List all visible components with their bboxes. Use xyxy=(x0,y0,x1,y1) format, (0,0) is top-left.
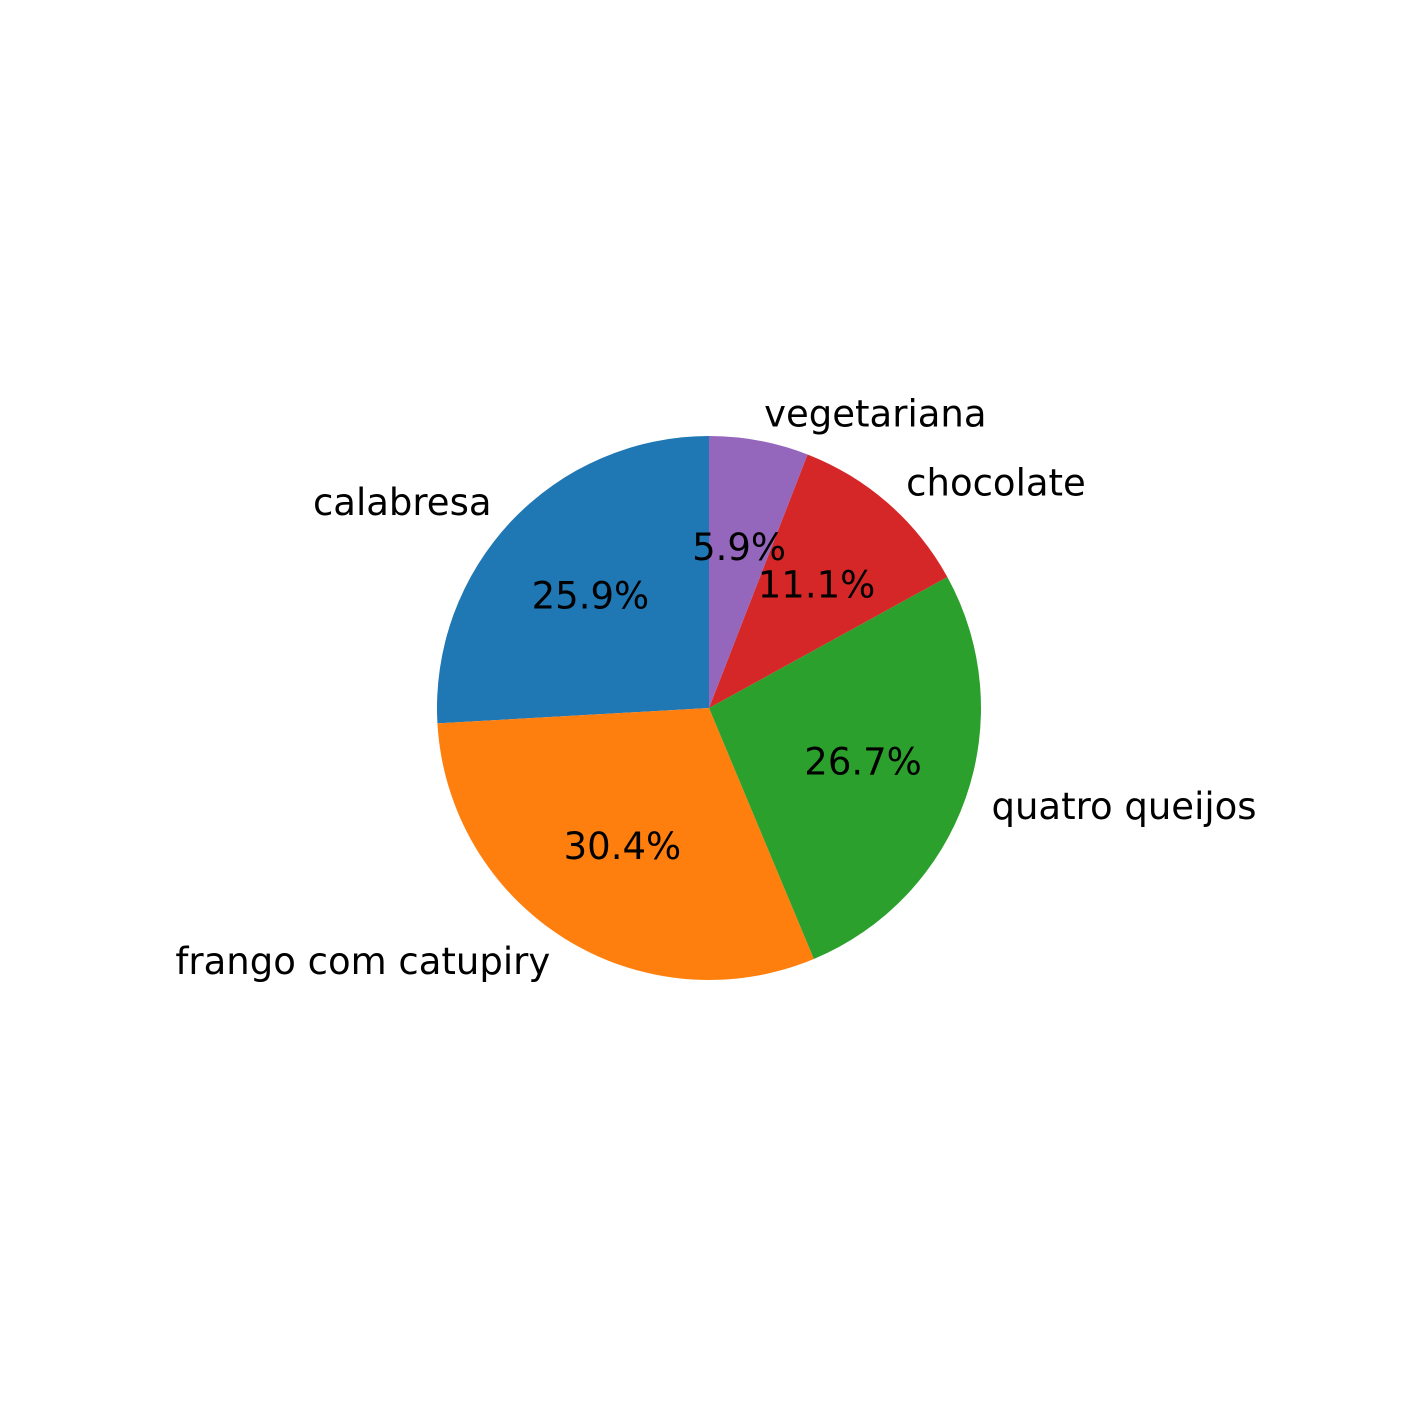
pie-slice-frango-com-catupiry xyxy=(437,708,814,980)
pie-slice-quatro-queijos xyxy=(709,576,981,959)
slice-label: quatro queijos xyxy=(991,785,1256,828)
slice-percent-label: 26.7% xyxy=(804,740,922,783)
slice-label: chocolate xyxy=(906,461,1086,504)
slice-percent-label: 5.9% xyxy=(692,526,786,569)
slices-layer xyxy=(437,436,981,980)
pie-slice-vegetariana xyxy=(709,436,808,708)
pie-slice-calabresa xyxy=(437,436,709,724)
slice-percent-label: 11.1% xyxy=(758,564,876,607)
slice-label: calabresa xyxy=(313,481,492,524)
slice-label: vegetariana xyxy=(764,392,986,435)
labels-layer: calabresa 25.9% frango com catupiry 30.4% qu… xyxy=(175,392,1256,983)
pie-slice-chocolate xyxy=(709,454,948,708)
slice-percent-label: 25.9% xyxy=(532,574,650,617)
slice-label: frango com catupiry xyxy=(175,940,550,983)
slice-percent-label: 30.4% xyxy=(564,825,682,868)
